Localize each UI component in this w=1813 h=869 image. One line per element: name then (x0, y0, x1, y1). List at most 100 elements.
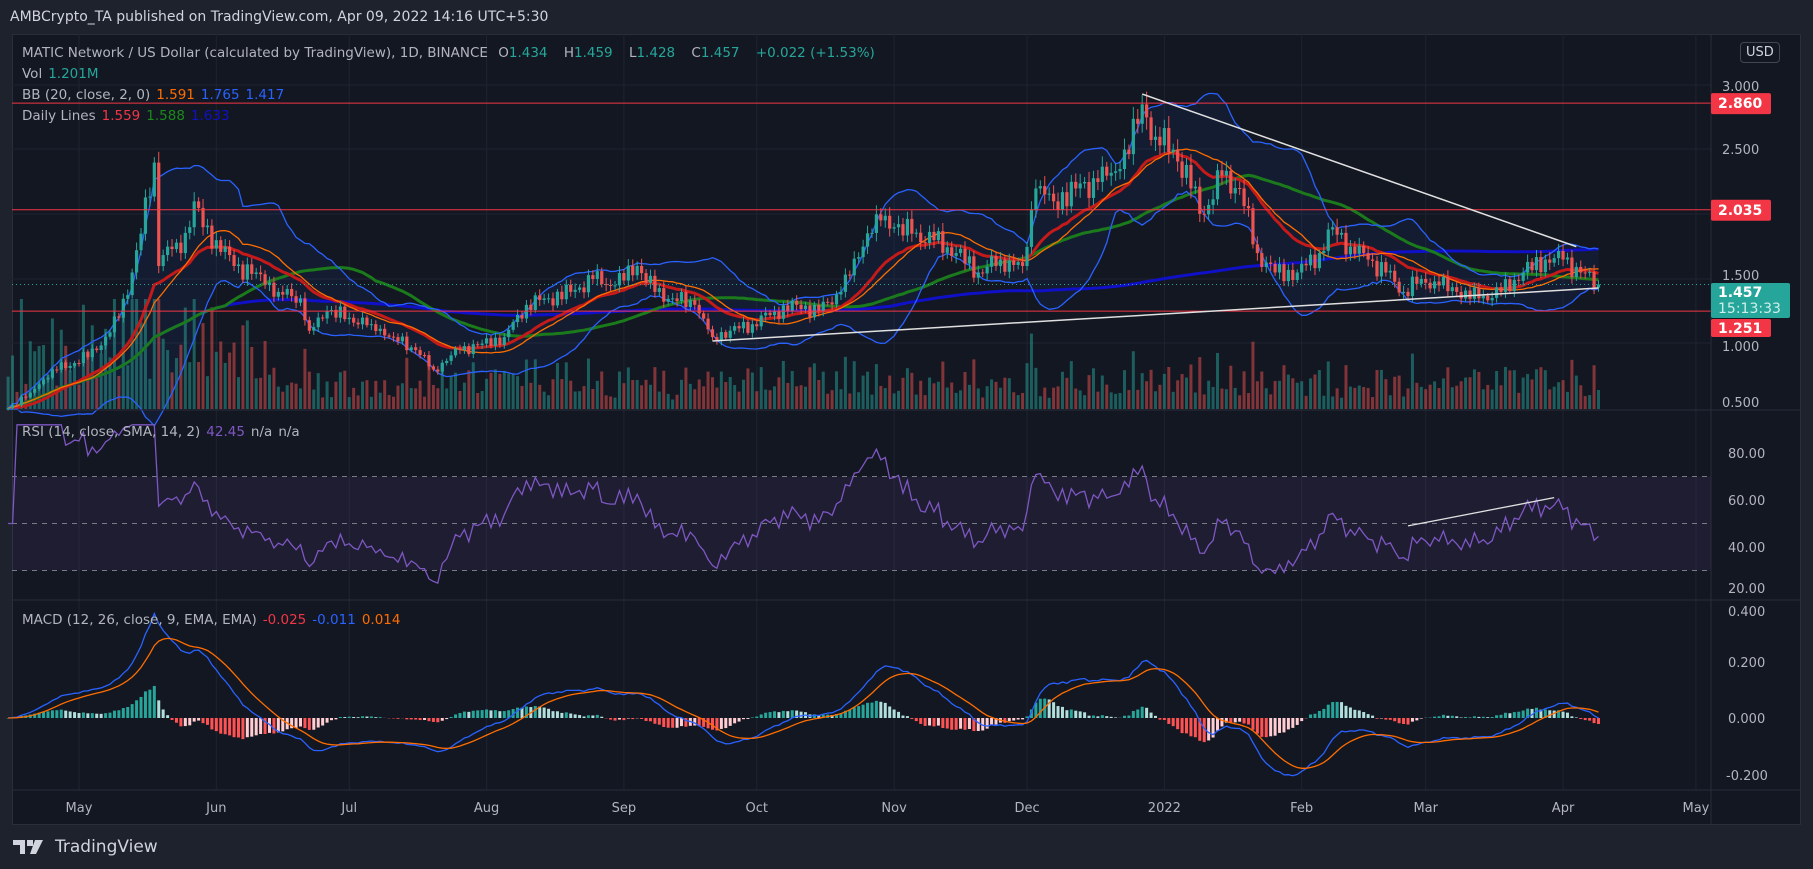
volume-bar (1158, 384, 1162, 409)
candle-body (1574, 266, 1578, 277)
macd-histogram-bar (750, 717, 754, 718)
macd-histogram-bar (1233, 718, 1237, 723)
volume-bar (941, 361, 945, 409)
volume-bar (263, 341, 267, 409)
macd-legend[interactable]: MACD (12, 26, close, 9, EMA, EMA) -0.025-… (22, 612, 401, 628)
volume-bar (1224, 389, 1228, 409)
candle-body (121, 298, 125, 318)
candle-body (644, 273, 648, 283)
candle-body (387, 335, 391, 337)
volume-bar (343, 370, 347, 409)
candle-body (68, 365, 72, 368)
candle-body (99, 345, 103, 351)
macd-histogram-bar (1490, 717, 1494, 718)
macd-histogram-bar (117, 710, 121, 718)
candle-body (1118, 169, 1122, 172)
candle-body (1530, 261, 1534, 271)
rsi-legend[interactable]: RSI (14, close, SMA, 14, 2) 42.45 n/a n/a (22, 424, 300, 440)
macd-histogram-bar (1207, 718, 1211, 741)
daily-lines-legend[interactable]: Daily Lines 1.559 1.588 1.633 (22, 108, 230, 124)
time-label: Sep (612, 801, 637, 816)
macd-histogram-bar (1309, 714, 1313, 718)
volume-bar (892, 393, 896, 409)
macd-histogram-bar (1220, 718, 1224, 727)
time-label: Oct (746, 801, 768, 816)
candle-body (1007, 260, 1011, 272)
volume-bar (1065, 377, 1069, 409)
macd-histogram-bar (923, 718, 927, 726)
macd-histogram-bar (1459, 717, 1463, 718)
macd-histogram-bar (1038, 698, 1042, 718)
volume-bar (1362, 387, 1366, 409)
candle-body (1379, 262, 1384, 277)
macd-histogram-bar (471, 710, 475, 718)
macd-histogram-bar (290, 718, 294, 729)
chart-frame[interactable] (12, 34, 1801, 825)
volume-bar (1583, 396, 1587, 409)
macd-histogram-bar (613, 718, 617, 721)
time-label: May (66, 801, 93, 816)
macd-histogram-bar (263, 718, 267, 734)
macd-histogram-bar (990, 718, 994, 726)
volume-bar (1251, 341, 1255, 409)
macd-histogram-bar (679, 718, 683, 727)
volume-bar (1512, 370, 1516, 409)
macd-histogram-bar (1331, 702, 1335, 718)
macd-histogram-bar (547, 708, 551, 718)
volume-bar (361, 381, 365, 409)
bb-legend[interactable]: BB (20, close, 2, 0) 1.591 1.765 1.417 (22, 87, 285, 103)
volume-bar (888, 375, 892, 409)
volume-bar (511, 373, 515, 409)
rsi-tick: 20.00 (1728, 582, 1765, 597)
tradingview-logo[interactable]: TradingView (13, 837, 158, 857)
candle-body (1251, 208, 1255, 245)
candle-body (436, 369, 440, 372)
macd-histogram-bar (1255, 718, 1259, 734)
bb-upper (7, 92, 1599, 409)
macd-histogram-bar (631, 718, 635, 720)
candle-body (108, 332, 112, 337)
macd-histogram-bar (338, 716, 342, 718)
macd-histogram-bar (1450, 715, 1454, 718)
volume-bar (1282, 365, 1286, 409)
time-axis[interactable]: May Jun Jul Aug Sep Oct Nov Dec 2022 Feb Mar Apr May (66, 801, 1710, 816)
candle-body (1596, 284, 1601, 288)
candle-body (1455, 287, 1459, 292)
volume-bar (613, 397, 617, 409)
volume-legend[interactable]: Vol 1.201M (22, 66, 99, 82)
price-tick: 3.000 (1722, 80, 1759, 95)
macd-histogram-bar (1264, 718, 1268, 738)
candle-body (378, 328, 382, 331)
volume-bar (538, 384, 542, 409)
candle-body (1020, 262, 1025, 267)
candle-body (489, 338, 493, 346)
macd-histogram-bar (493, 710, 497, 718)
candle-body (405, 336, 409, 351)
price-level-badge (1711, 199, 1771, 221)
candle-body (316, 317, 320, 328)
candle-body (834, 294, 839, 305)
currency-button[interactable]: USD (1740, 42, 1780, 63)
candle-body (267, 282, 272, 286)
volume-bar (458, 390, 462, 409)
price-tick: 1.500 (1722, 269, 1759, 284)
candle-body (502, 337, 506, 345)
volume-bar (981, 397, 985, 409)
macd-histogram-bar (250, 718, 254, 737)
volume-bar (1264, 388, 1268, 409)
volume-bar (609, 396, 613, 409)
volume-bar (1503, 366, 1507, 409)
volume-bar (46, 374, 50, 409)
macd-histogram-bar (533, 705, 537, 718)
candle-body (910, 218, 914, 234)
candle-body (1565, 257, 1570, 260)
volume-bar (812, 363, 816, 409)
volume-bar (50, 318, 54, 409)
macd-histogram-bar (1065, 710, 1069, 718)
volume-bar (1198, 357, 1202, 409)
macd-tick: 0.200 (1728, 656, 1765, 671)
candle-body (1052, 193, 1056, 202)
volume-bar (405, 357, 409, 409)
candle-body (201, 207, 205, 228)
